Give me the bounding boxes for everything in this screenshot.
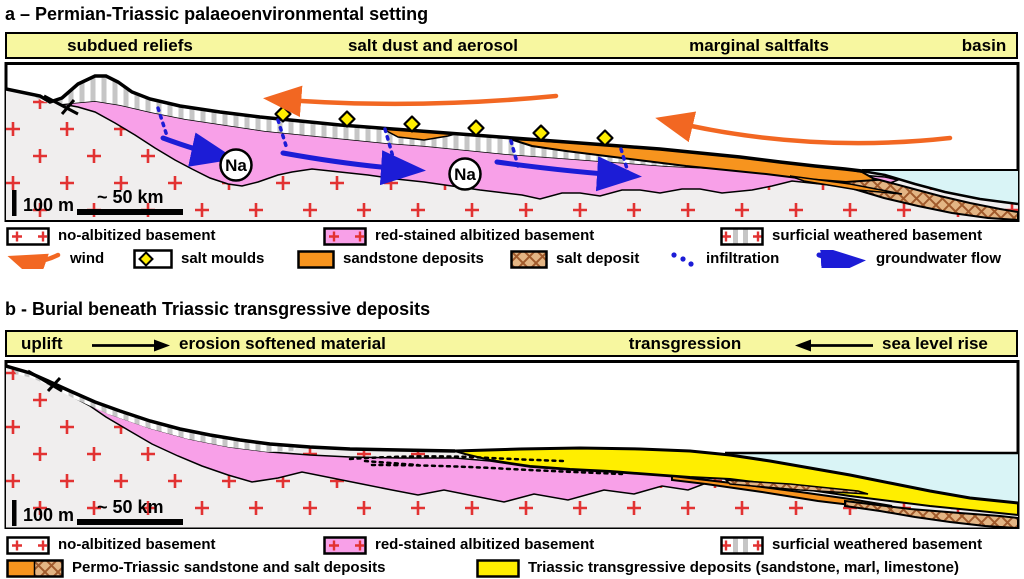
scale-bar-vertical (12, 500, 17, 526)
scale-bars-a: 100 m ~ 50 km (12, 187, 183, 216)
salt-tongue-b (724, 479, 869, 495)
salt-mould-swatch-icon (133, 249, 173, 269)
legend-item-groundwater-flow: groundwater flow (816, 249, 1001, 269)
legend-item-salt-deposit: salt deposit (510, 249, 639, 269)
cross-section-b: 100 m ~ 50 km (4, 360, 1020, 529)
fault-mark-b (27, 369, 63, 393)
red-stained-swatch-icon (323, 535, 367, 555)
groundwater-arrows-a (160, 132, 642, 192)
submarine-floor-line-a (861, 169, 1018, 206)
legend-label: Triassic transgressive deposits (sandsto… (528, 559, 959, 576)
legend-item-surficial-weathered: surficial weathered basement (720, 226, 982, 246)
legend-label: red-stained albitized basement (375, 536, 595, 553)
legend-label: surficial weathered basement (772, 227, 983, 244)
legend-item-sandstone-deposits: sandstone deposits (297, 249, 484, 269)
scale-bars-b: 100 m ~ 50 km (12, 497, 183, 526)
legend-item-salt-moulds: salt moulds (133, 249, 264, 269)
band-label-salt-dust-aerosol: salt dust and aerosol (347, 36, 519, 55)
surficial-swatch-icon (720, 535, 764, 555)
scale-label-horizontal: ~ 50 km (97, 497, 164, 517)
wind-arrow-icon (7, 252, 61, 269)
no-albitized-swatch-icon (6, 535, 50, 555)
legend-label: groundwater flow (876, 250, 1001, 267)
no-albitized-swatch-icon (6, 226, 50, 246)
legend-item-surficial-weathered: surficial weathered basement (720, 535, 982, 555)
na-badge: Na (448, 157, 482, 191)
groundwater-arrow-icon (816, 250, 866, 268)
scale-label-vertical: 100 m (23, 505, 74, 525)
scale-label-horizontal: ~ 50 km (97, 187, 164, 207)
legend-item-wind: wind (6, 249, 104, 269)
triassic-swatch-icon (476, 558, 520, 578)
legend-item-triassic-transgressive: Triassic transgressive deposits (sandsto… (476, 558, 959, 578)
deposit-top-line-b (454, 446, 1018, 505)
legend-item-no-albitized-basement: no-albitized basement (6, 535, 216, 555)
scale-bar-vertical (12, 190, 17, 216)
band-label-erosion: erosion softened material (179, 334, 386, 353)
band-label-transgression: transgression (628, 334, 742, 353)
legend-label: sandstone deposits (343, 250, 484, 267)
permo-triassic-swatch-icon (6, 558, 64, 578)
legend-label: wind (70, 250, 105, 267)
legend-item-red-stained-albitized: red-stained albitized basement (323, 535, 594, 555)
panel-b-title: b - Burial beneath Triassic transgressiv… (5, 299, 431, 319)
band-label-uplift: uplift (21, 334, 63, 353)
na-badge: Na (219, 148, 253, 182)
albitized-basement-b (74, 397, 713, 503)
sandstone-interfinger-a (789, 175, 903, 195)
fault-mark-a (43, 94, 79, 116)
uplift-right-arrow-icon (92, 339, 170, 352)
yellow-internal-dots-b (348, 455, 624, 476)
infiltration-dots-icon (671, 252, 694, 267)
salt-deposit-swatch-icon (510, 249, 548, 269)
band-label-basin: basin (961, 36, 1007, 55)
legend-label: salt deposit (556, 250, 640, 267)
environment-band-a: subdued reliefs salt dust and aerosol ma… (5, 32, 1018, 59)
sea-level-left-arrow-icon (795, 339, 873, 352)
band-label-marginal-saltfalts: marginal saltfalts (689, 36, 829, 55)
panel-a-title: a – Permian-Triassic palaeoenvironmental… (5, 4, 429, 24)
red-stained-swatch-icon (323, 226, 367, 246)
legend-item-red-stained-albitized: red-stained albitized basement (323, 226, 594, 246)
legend-label: no-albitized basement (58, 227, 216, 244)
legend-label: infiltration (706, 250, 780, 267)
sandstone-swatch-icon (297, 249, 335, 269)
band-label-sea-level-rise: sea level rise (882, 334, 988, 353)
terrain-line-a (6, 74, 863, 173)
scale-label-vertical: 100 m (23, 195, 74, 215)
legend-item-infiltration: infiltration (668, 249, 779, 269)
band-label-subdued-reliefs: subdued reliefs (67, 36, 193, 55)
legend-label: salt moulds (181, 250, 265, 267)
scale-bar-horizontal (77, 209, 183, 215)
scale-bar-horizontal (77, 519, 183, 525)
environment-band-b: uplift erosion softened material transgr… (5, 330, 1018, 357)
svg-text:Na: Na (225, 156, 247, 175)
legend-label: surficial weathered basement (772, 536, 983, 553)
wind-arrows-a (263, 85, 953, 146)
svg-text:Na: Na (454, 165, 476, 184)
legend-item-permo-triassic-deposits: Permo-Triassic sandstone and salt deposi… (6, 558, 385, 578)
legend-label: no-albitized basement (58, 536, 216, 553)
legend-label: red-stained albitized basement (375, 227, 595, 244)
salt-deposit-b (844, 499, 1018, 528)
cross-section-a: Na Na 100 m ~ 50 km (4, 62, 1020, 222)
legend-item-no-albitized-basement: no-albitized basement (6, 226, 216, 246)
surficial-swatch-icon (720, 226, 764, 246)
legend-label: Permo-Triassic sandstone and salt deposi… (72, 559, 386, 576)
